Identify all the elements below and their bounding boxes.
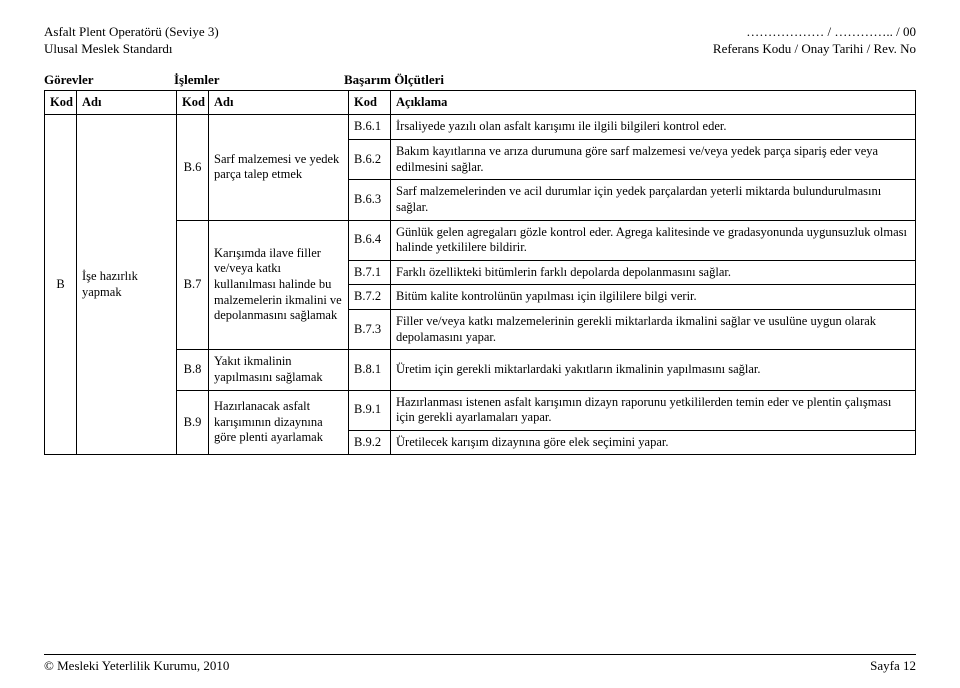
header-left-line2: Ulusal Meslek Standardı	[44, 41, 219, 58]
label-basarim: Başarım Ölçütleri	[344, 72, 916, 88]
th-kod1: Kod	[45, 90, 77, 115]
label-islemler: İşlemler	[174, 72, 344, 88]
cell-kod-b81: B.8.1	[349, 350, 391, 390]
cell-islem-adi-b8: Yakıt ikmalinin yapılmasını sağlamak	[209, 350, 349, 390]
cell-islem-kod-b9: B.9	[177, 390, 209, 455]
cell-txt-b81: Üretim için gerekli miktarlardaki yakıtl…	[391, 350, 916, 390]
th-kod2: Kod	[177, 90, 209, 115]
th-kod3: Kod	[349, 90, 391, 115]
cell-txt-b71: Farklı özellikteki bitümlerin farklı dep…	[391, 260, 916, 285]
cell-islem-kod-b7: B.7	[177, 220, 209, 350]
criteria-table: Kod Adı Kod Adı Kod Açıklama B İşe hazır…	[44, 90, 916, 456]
cell-kod-b73: B.7.3	[349, 310, 391, 350]
header-left: Asfalt Plent Operatörü (Seviye 3) Ulusal…	[44, 24, 219, 58]
header-left-line1: Asfalt Plent Operatörü (Seviye 3)	[44, 24, 219, 41]
cell-txt-b72: Bitüm kalite kontrolünün yapılması için …	[391, 285, 916, 310]
cell-kod-b62: B.6.2	[349, 140, 391, 180]
th-adi2: Adı	[209, 90, 349, 115]
label-gorevler: Görevler	[44, 72, 174, 88]
cell-gorev-kod: B	[45, 115, 77, 455]
cell-txt-b64: Günlük gelen agregaları gözle kontrol ed…	[391, 220, 916, 260]
cell-kod-b64: B.6.4	[349, 220, 391, 260]
page-footer: © Mesleki Yeterlilik Kurumu, 2010 Sayfa …	[44, 654, 916, 674]
section-labels: Görevler İşlemler Başarım Ölçütleri	[44, 72, 916, 88]
cell-islem-kod-b6: B.6	[177, 115, 209, 220]
cell-txt-b91: Hazırlanması istenen asfalt karışımın di…	[391, 390, 916, 430]
th-adi1: Adı	[77, 90, 177, 115]
cell-kod-b92: B.9.2	[349, 430, 391, 455]
cell-islem-adi-b9: Hazırlanacak asfalt karışımının dizaynın…	[209, 390, 349, 455]
cell-txt-b63: Sarf malzemelerinden ve acil durumlar iç…	[391, 180, 916, 220]
page-header: Asfalt Plent Operatörü (Seviye 3) Ulusal…	[44, 24, 916, 58]
cell-txt-b61: İrsaliyede yazılı olan asfalt karışımı i…	[391, 115, 916, 140]
cell-islem-adi-b7: Karışımda ilave filler ve/veya katkı kul…	[209, 220, 349, 350]
cell-txt-b62: Bakım kayıtlarına ve arıza durumuna göre…	[391, 140, 916, 180]
table-row: B İşe hazırlık yapmak B.6 Sarf malzemesi…	[45, 115, 916, 140]
header-right: ……………… / ………….. / 00 Referans Kodu / Ona…	[713, 24, 916, 58]
cell-txt-b92: Üretilecek karışım dizaynına göre elek s…	[391, 430, 916, 455]
header-right-line2: Referans Kodu / Onay Tarihi / Rev. No	[713, 41, 916, 58]
cell-islem-adi-b6: Sarf malzemesi ve yedek parça talep etme…	[209, 115, 349, 220]
th-aciklama: Açıklama	[391, 90, 916, 115]
cell-kod-b71: B.7.1	[349, 260, 391, 285]
table-header-row: Kod Adı Kod Adı Kod Açıklama	[45, 90, 916, 115]
cell-islem-kod-b8: B.8	[177, 350, 209, 390]
cell-kod-b72: B.7.2	[349, 285, 391, 310]
footer-right: Sayfa 12	[870, 658, 916, 674]
cell-txt-b73: Filler ve/veya katkı malzemelerinin gere…	[391, 310, 916, 350]
cell-gorev-adi: İşe hazırlık yapmak	[77, 115, 177, 455]
cell-kod-b63: B.6.3	[349, 180, 391, 220]
cell-kod-b61: B.6.1	[349, 115, 391, 140]
footer-left: © Mesleki Yeterlilik Kurumu, 2010	[44, 658, 229, 674]
cell-kod-b91: B.9.1	[349, 390, 391, 430]
header-right-line1: ……………… / ………….. / 00	[713, 24, 916, 41]
